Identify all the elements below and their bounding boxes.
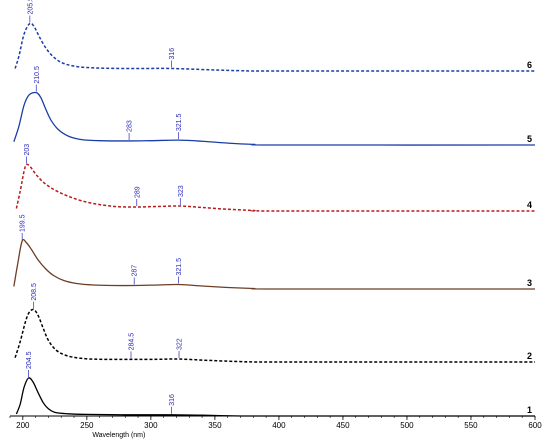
series-line-3 — [13, 238, 536, 290]
peak-label: 210.5 — [34, 66, 41, 84]
peak-label: 316 — [169, 48, 176, 60]
trace-number: 5 — [527, 134, 532, 144]
peak-label: 205.5 — [27, 0, 34, 15]
series-line-2 — [14, 308, 536, 363]
peak-label: 316 — [169, 394, 176, 406]
series-line-5 — [13, 91, 536, 146]
peak-label: 289 — [134, 186, 141, 198]
peak-label: 199.5 — [20, 214, 27, 232]
trace-number: 2 — [527, 351, 532, 361]
peak-label: 204.5 — [26, 351, 33, 369]
trace-number: 1 — [527, 405, 532, 415]
trace-number: 6 — [527, 60, 532, 70]
x-axis: Wavelength (nm) 200 250 300 350 400 450 500 550… — [9, 415, 542, 439]
series-3: 199.5 287 321.5 3 — [13, 214, 536, 290]
peak-label: 284.5 — [129, 333, 136, 351]
peak-label: 283 — [127, 120, 134, 132]
x-tick-label: 400 — [272, 421, 286, 430]
peak-label: 287 — [132, 265, 139, 277]
series-layer: 204.5 316 1 208.5 284.5 322 2 199.5 287 321.5 3 203… — [13, 0, 536, 417]
x-tick-label: 200 — [16, 421, 30, 430]
x-tick-label: 350 — [208, 421, 222, 430]
x-tick-label: 250 — [80, 421, 94, 430]
peak-label: 322 — [177, 338, 184, 350]
series-line-4 — [15, 163, 536, 212]
peak-label: 208.5 — [31, 283, 38, 301]
x-tick-label: 500 — [400, 421, 414, 430]
trace-number: 4 — [527, 200, 532, 210]
peak-label: 323 — [178, 185, 185, 197]
x-tick-label: 300 — [144, 421, 158, 430]
x-tick-label: 450 — [336, 421, 350, 430]
series-5: 210.5 283 321.5 5 — [13, 66, 536, 146]
x-axis-title: Wavelength (nm) — [92, 432, 145, 439]
trace-number: 3 — [527, 278, 532, 288]
peak-label: 203 — [24, 144, 31, 156]
peak-label: 321.5 — [176, 258, 183, 276]
series-line-1 — [15, 377, 536, 417]
series-2: 208.5 284.5 322 2 — [14, 283, 536, 363]
x-tick-label: 600 — [528, 421, 542, 430]
series-4: 203 289 323 4 — [15, 144, 536, 212]
peak-label: 321.5 — [176, 114, 183, 132]
x-tick-label: 550 — [464, 421, 478, 430]
series-6: 205.5 316 6 — [14, 0, 536, 72]
series-line-6 — [14, 22, 536, 72]
series-1: 204.5 316 1 — [15, 351, 536, 417]
